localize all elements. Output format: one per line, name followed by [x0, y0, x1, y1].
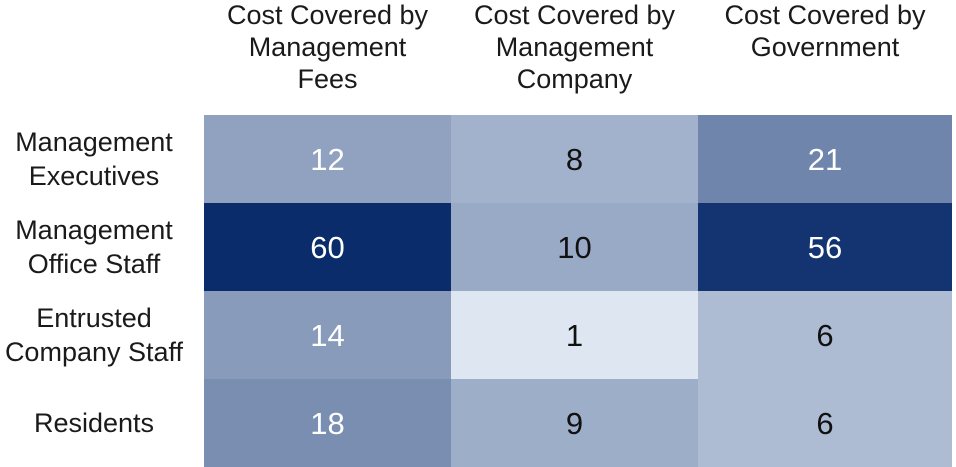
heatmap-cell	[698, 379, 952, 467]
row-label-line: Office Staff	[28, 249, 161, 279]
cell-value-label: 9	[566, 406, 583, 441]
cell-value-label: 56	[808, 230, 842, 265]
row-label-line: Management	[15, 127, 173, 157]
column-header-line: Company	[517, 64, 633, 94]
heatmap-cell	[451, 203, 698, 291]
row-label: Residents	[34, 408, 154, 438]
cell-value-label: 10	[557, 230, 591, 265]
column-header-line: Cost Covered by	[227, 0, 429, 30]
cell-value-label: 1	[566, 318, 583, 353]
cell-value-label: 8	[566, 142, 583, 177]
column-header-line: Management	[249, 32, 407, 62]
column-header-line: Fees	[297, 64, 357, 94]
cell-value-label: 18	[310, 406, 344, 441]
heatmap-cell	[451, 291, 698, 379]
heatmap-cell	[204, 379, 451, 467]
heatmap-cell	[451, 115, 698, 203]
cell-value-label: 6	[816, 406, 833, 441]
column-header-line: Management	[496, 32, 654, 62]
row-label: Management Office Staff	[15, 215, 173, 279]
row-label-line: Entrusted	[36, 303, 152, 333]
cell-value-label: 21	[808, 142, 842, 177]
row-label: Entrusted Company Staff	[5, 303, 184, 367]
row-label: Management Executives	[15, 127, 173, 191]
column-header-line: Government	[751, 32, 900, 62]
row-label-line: Company Staff	[5, 337, 184, 367]
heatmap-cell	[698, 115, 952, 203]
row-label-line: Executives	[29, 161, 160, 191]
cell-value-label: 12	[310, 142, 344, 177]
column-header-line: Cost Covered by	[724, 0, 926, 30]
row-label-line: Residents	[34, 408, 154, 438]
heatmap-cell	[204, 203, 451, 291]
heatmap-cell	[204, 115, 451, 203]
heatmap-cell	[204, 291, 451, 379]
cell-value-label: 60	[310, 230, 344, 265]
cell-value-label: 14	[310, 318, 344, 353]
heatmap-cell	[698, 291, 952, 379]
heatmap-cell	[698, 203, 952, 291]
cell-value-label: 6	[816, 318, 833, 353]
row-label-line: Management	[15, 215, 173, 245]
column-header-line: Cost Covered by	[474, 0, 676, 30]
heatmap-cell	[451, 379, 698, 467]
